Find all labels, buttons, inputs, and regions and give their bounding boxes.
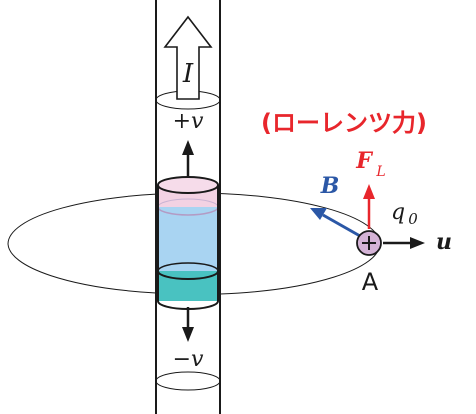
velocity-up-arrow [182, 140, 194, 177]
charge-carrier-cylinder [157, 176, 219, 310]
wire-bottom-section [155, 371, 221, 391]
charge-velocity-label: u [436, 229, 452, 255]
magnetic-field-arrow [310, 208, 361, 238]
point-label: A [362, 268, 379, 296]
force-subscript: L [375, 164, 385, 180]
charge-subscript: 0 [408, 210, 418, 228]
magnetic-field-label: B [320, 173, 340, 199]
velocity-down-label: −v [173, 347, 204, 372]
current-label: I [182, 59, 194, 89]
lorentz-force-arrow [363, 184, 375, 229]
force-symbol: F [355, 148, 373, 174]
velocity-down-arrow [182, 307, 194, 342]
velocity-up-label: +v [173, 109, 204, 134]
orbit-front-arc-left [7, 243, 157, 294]
cylinder-top-cap [157, 176, 219, 194]
current-arrow [163, 15, 213, 100]
charge-velocity-arrow [383, 237, 425, 249]
positive-charge-icon [356, 230, 382, 256]
charge-label: q [391, 200, 405, 225]
lorentz-force-caption: (ローレンツ力) [261, 109, 427, 137]
orbit-front-arc-right [219, 243, 381, 295]
